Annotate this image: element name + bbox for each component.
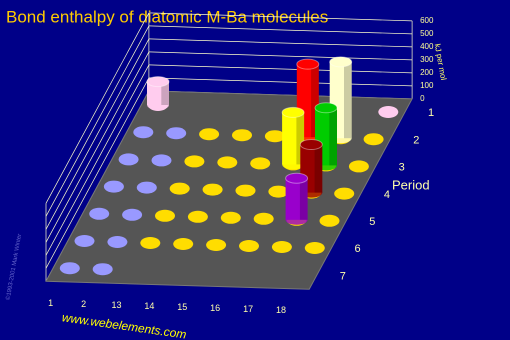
- element-disk: [206, 239, 227, 251]
- cylinder-top: [296, 58, 320, 70]
- element-disk: [239, 240, 259, 252]
- grid-line: [148, 77, 413, 87]
- cylinder-top: [285, 172, 309, 184]
- element-disk: [217, 156, 238, 169]
- element-disk: [133, 126, 154, 139]
- chart-title: Bond enthalpy of diatomic M-Ba molecules: [6, 7, 328, 26]
- group-label: 13: [111, 300, 121, 310]
- element-disk: [59, 262, 80, 275]
- z-tick-label: 200: [420, 68, 434, 77]
- element-disk: [363, 133, 384, 146]
- cylinder: [281, 106, 305, 170]
- grid-line: [148, 38, 413, 48]
- group-label: 18: [276, 305, 286, 315]
- element-disk: [74, 235, 95, 247]
- period-label: 6: [355, 243, 361, 255]
- z-tick-label: 600: [420, 16, 434, 25]
- cylinder: [146, 76, 170, 110]
- z-tick-label: 0: [420, 94, 425, 103]
- cylinder-shade: [329, 107, 337, 166]
- group-label: 2: [81, 299, 86, 309]
- cylinder-top: [314, 102, 338, 114]
- group-label: 15: [177, 302, 187, 312]
- z-tick-label: 100: [420, 81, 434, 90]
- cylinder-top: [329, 56, 353, 68]
- element-disk: [268, 185, 289, 198]
- cylinder-body: [282, 112, 305, 165]
- element-disk: [199, 128, 220, 141]
- grid-line: [45, 64, 150, 256]
- grid-line: [45, 25, 150, 217]
- group-label: 14: [144, 301, 154, 311]
- grid-line: [148, 12, 413, 22]
- grid-line: [148, 51, 413, 61]
- element-disk: [334, 187, 355, 200]
- cylinder-top: [281, 106, 305, 118]
- element-disk: [166, 127, 187, 140]
- element-disk: [107, 236, 128, 248]
- z-tick-label: 300: [420, 55, 434, 64]
- element-disk: [151, 154, 172, 167]
- element-disk: [232, 129, 252, 142]
- cylinder-shade: [161, 81, 169, 105]
- element-disk: [264, 130, 285, 143]
- element-disk: [253, 212, 274, 225]
- element-disk: [89, 207, 110, 220]
- period-label: 2: [413, 134, 419, 146]
- element-disk: [155, 209, 175, 222]
- group-label: 1: [48, 298, 53, 308]
- cylinder-shade: [296, 112, 305, 165]
- element-disk: [118, 153, 139, 166]
- grid-line: [45, 77, 150, 269]
- cylinder-body: [147, 81, 169, 105]
- cylinder-shade: [344, 61, 352, 139]
- z-tick-label: 500: [420, 29, 434, 38]
- element-disk: [319, 214, 340, 227]
- element-disk: [184, 155, 205, 168]
- grid-line: [45, 51, 150, 243]
- element-disk: [92, 263, 113, 276]
- cylinder-shade: [311, 64, 319, 138]
- element-disk: [348, 160, 369, 173]
- element-disk: [250, 157, 271, 170]
- group-label: 16: [210, 303, 220, 313]
- cylinder: [285, 172, 309, 225]
- grid-line: [148, 25, 413, 35]
- element-disk: [103, 180, 124, 193]
- period-axis-label: Period: [392, 177, 430, 192]
- element-disk: [173, 238, 194, 250]
- element-disk: [271, 241, 292, 253]
- cylinder-top: [146, 76, 170, 88]
- element-disk: [202, 183, 223, 196]
- grid-line: [148, 64, 413, 74]
- element-disk: [304, 242, 325, 254]
- cylinder-top: [299, 139, 323, 150]
- z-tick-label: 400: [420, 42, 434, 51]
- element-disk: [140, 237, 161, 249]
- cylinder-shade: [299, 178, 308, 220]
- period-label: 5: [369, 216, 375, 228]
- period-label: 3: [399, 162, 405, 174]
- element-disk: [220, 211, 241, 224]
- element-disk: [378, 106, 399, 118]
- group-label: 17: [243, 304, 253, 314]
- cylinder-body: [285, 178, 308, 220]
- period-label: 4: [384, 189, 390, 201]
- period-label: 7: [340, 270, 346, 282]
- element-disk: [136, 181, 157, 194]
- period-label: 1: [428, 107, 434, 119]
- element-disk: [122, 208, 143, 221]
- element-disk: [235, 184, 256, 197]
- element-disk: [169, 182, 190, 195]
- cylinder-shade: [314, 144, 323, 193]
- grid-line: [45, 12, 150, 204]
- grid-line: [45, 38, 150, 230]
- element-disk: [187, 210, 208, 223]
